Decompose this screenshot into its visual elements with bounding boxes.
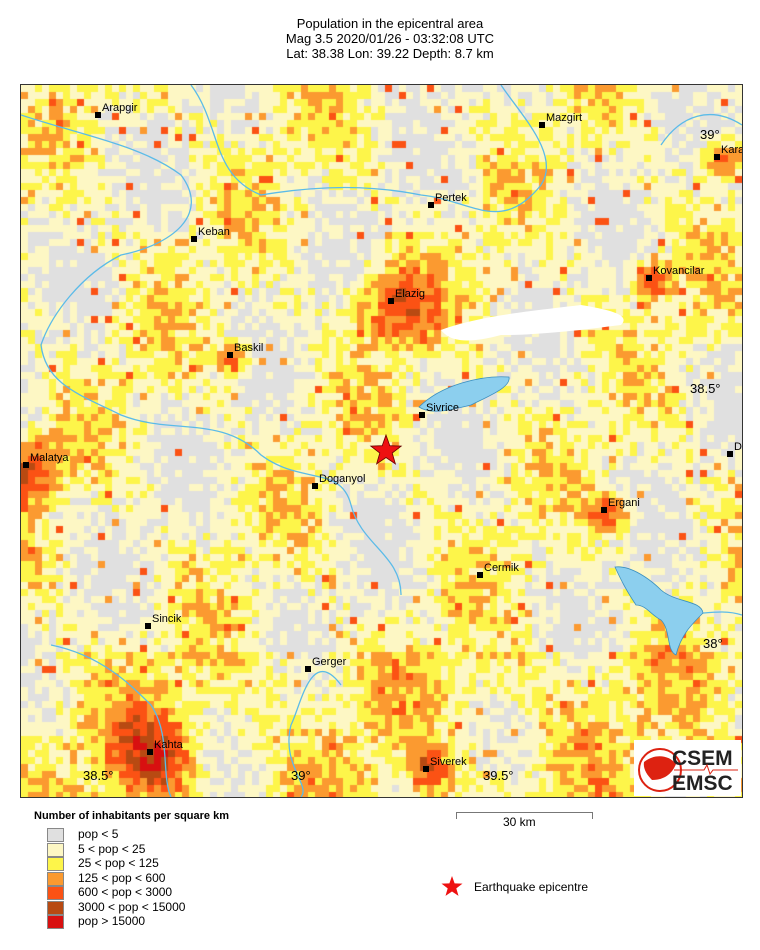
- city-dot-icon: [95, 112, 101, 118]
- scale-bar: [456, 812, 593, 819]
- city-dot-icon: [646, 275, 652, 281]
- city-label: Sivrice: [426, 402, 460, 414]
- city-dot-icon: [147, 749, 153, 755]
- city-dot-icon: [714, 154, 720, 160]
- legend-title: Number of inhabitants per square km: [34, 810, 229, 822]
- lat-tick: 39°: [700, 127, 720, 142]
- legend-label: 5 < pop < 25: [78, 841, 146, 856]
- city-dot-icon: [305, 666, 311, 672]
- city-dot-icon: [227, 352, 233, 358]
- csem-emsc-logo: CSEM EMSC: [634, 740, 741, 796]
- city-dot-icon: [428, 202, 434, 208]
- legend-swatch: [47, 857, 64, 871]
- city-label: Kahta: [154, 739, 183, 751]
- city-dot-icon: [423, 766, 429, 772]
- population-map: Arapgir Mazgirt Kara Pertek Keban Kovancilar E…: [20, 84, 743, 798]
- city-dot-icon: [419, 412, 425, 418]
- city-label: Sincik: [152, 613, 182, 625]
- city-label: Cermik: [484, 562, 519, 574]
- city-label: Mazgirt: [546, 112, 583, 124]
- lon-tick: 38.5°: [83, 768, 114, 783]
- lake-dicle: [614, 566, 704, 656]
- legend-swatch: [47, 828, 64, 842]
- city-label: Pertek: [435, 192, 467, 204]
- event-info: Mag 3.5 2020/01/26 - 03:32:08 UTC: [285, 31, 495, 46]
- svg-text:EMSC: EMSC: [672, 772, 733, 795]
- legend-swatch: [47, 842, 64, 857]
- city-dot-icon: [191, 236, 197, 242]
- city-dot-icon: [388, 298, 394, 304]
- river: [288, 670, 342, 797]
- city-dot-icon: [601, 507, 607, 513]
- city-label: Siverek: [430, 756, 467, 768]
- lat-tick: 38.5°: [690, 381, 721, 396]
- legend-label: pop > 15000: [78, 914, 146, 928]
- legend-swatch: [47, 900, 64, 915]
- legend-swatch: [47, 886, 64, 900]
- lat-tick: 38°: [703, 636, 723, 651]
- city-label: Elazig: [395, 288, 425, 300]
- lake-keban: [441, 305, 624, 341]
- svg-text:CSEM: CSEM: [672, 747, 733, 770]
- river: [660, 113, 742, 146]
- city-dot-icon: [477, 572, 483, 578]
- title-line: Population in the epicentral area: [296, 16, 484, 31]
- epicentre-legend-label: Earthquake epicentre: [474, 880, 589, 894]
- city-dot-icon: [727, 451, 733, 457]
- city-label: Doganyol: [319, 473, 366, 485]
- city-label: Kara: [721, 144, 743, 156]
- city-dot-icon: [23, 462, 29, 468]
- city-label: D: [734, 441, 742, 453]
- scale-label: 30 km: [503, 815, 536, 829]
- legend-label: 600 < pop < 3000: [78, 885, 173, 899]
- lon-tick: 39.5°: [483, 768, 514, 783]
- city-label: Kovancilar: [653, 265, 705, 277]
- legend-swatch: [47, 871, 64, 886]
- legend-label: 125 < pop < 600: [78, 870, 166, 885]
- city-label: Baskil: [234, 342, 264, 354]
- city-dot-icon: [312, 483, 318, 489]
- city-label: Gerger: [312, 656, 347, 668]
- city-dot-icon: [145, 623, 151, 629]
- map-title: Population in the epicentral area Mag 3.…: [0, 16, 760, 61]
- legend-label: pop < 5: [78, 827, 119, 841]
- city-label: Arapgir: [102, 102, 138, 114]
- river: [50, 644, 172, 797]
- city-label: Keban: [198, 226, 230, 238]
- legend-swatch: [47, 915, 64, 929]
- water-features: [21, 85, 742, 797]
- river: [190, 85, 548, 213]
- lake-hazar: [418, 376, 510, 412]
- legend-label: 3000 < pop < 15000: [78, 899, 186, 914]
- epicentre-legend-star-icon: [441, 876, 463, 896]
- city-label: Ergani: [608, 497, 640, 509]
- city-dot-icon: [539, 122, 545, 128]
- lon-tick: 39°: [291, 768, 311, 783]
- legend-label: 25 < pop < 125: [78, 856, 159, 870]
- city-label: Malatya: [30, 452, 69, 464]
- river: [21, 114, 402, 596]
- event-location: Lat: 38.38 Lon: 39.22 Depth: 8.7 km: [286, 46, 494, 61]
